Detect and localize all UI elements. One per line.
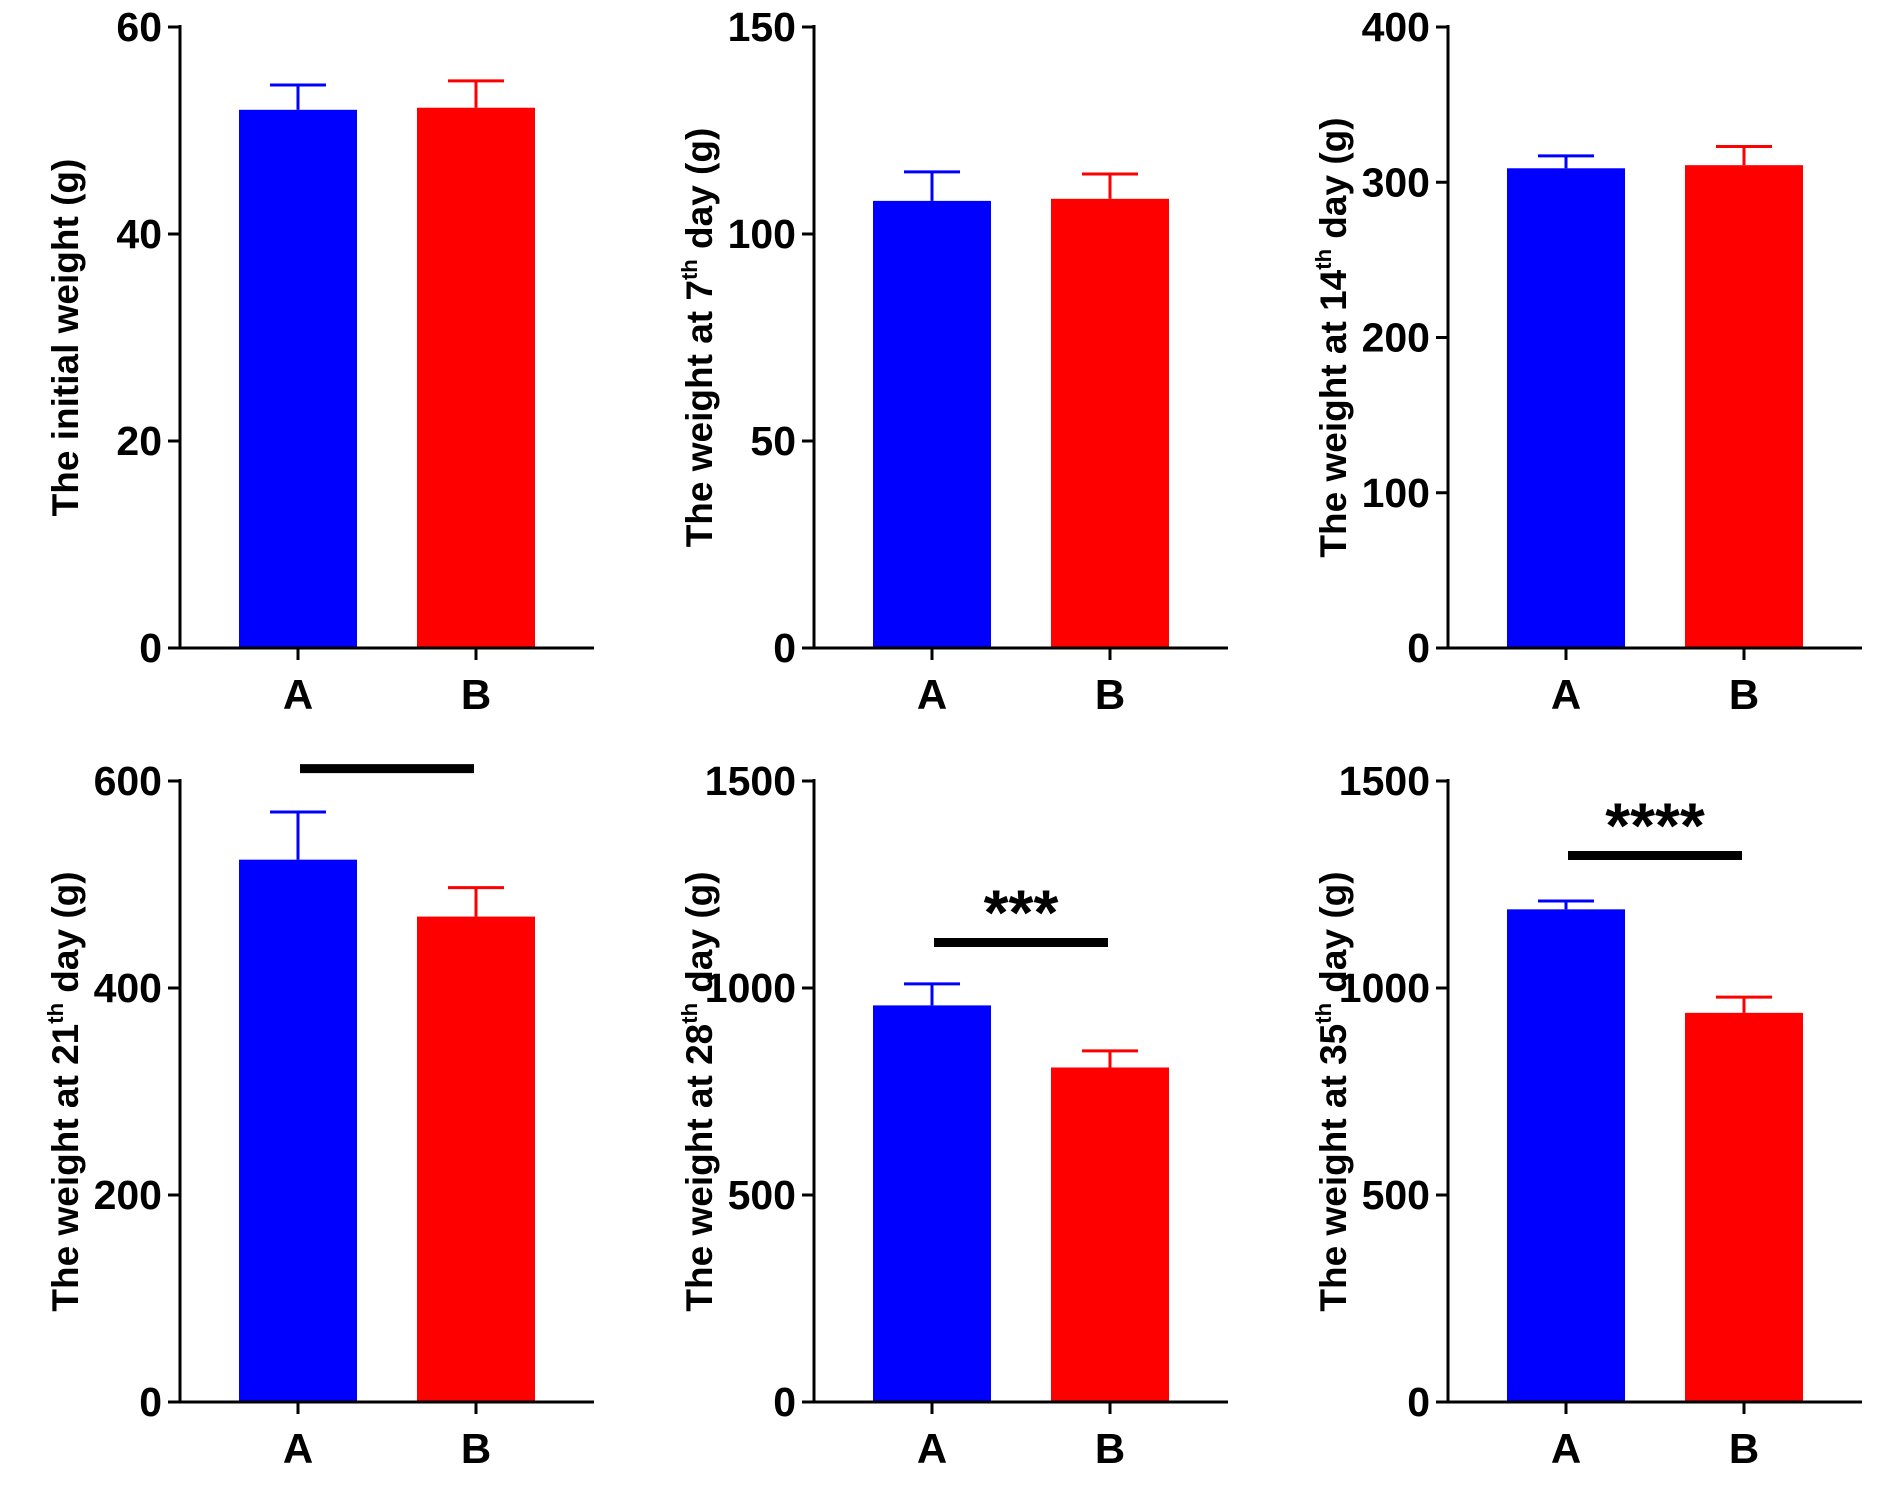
- chart-panel: 0 20 40 60 A B The initial weight (g): [0, 0, 634, 754]
- y-tick-label: 600: [94, 758, 162, 804]
- bar-B: [1685, 1012, 1803, 1402]
- chart-panel: 0 500 1000 1500 A B The weight at 35th day (g)…: [1268, 754, 1902, 1508]
- y-axis-title-rest: day (g): [1313, 117, 1354, 249]
- x-tick-label: A: [283, 671, 313, 718]
- y-tick-label: 60: [116, 4, 162, 50]
- y-tick-label: 400: [1362, 4, 1430, 50]
- y-axis-title-main: The initial weight (g): [45, 159, 86, 517]
- bar-A: [873, 1005, 991, 1402]
- bar-chart: 0 50 100 150 A B The weight at 7th day (g): [677, 4, 1228, 718]
- y-tick-label: 20: [116, 418, 162, 464]
- y-tick-label: 1500: [1339, 758, 1430, 804]
- chart-panel: 0 100 200 300 400 A B The weight at 14th day (g…: [1268, 0, 1902, 754]
- bar-B: [417, 107, 535, 649]
- y-tick-label: 500: [728, 1172, 796, 1218]
- y-axis-title: The weight at 14th day (g): [1311, 117, 1354, 557]
- significance-label: *: [375, 754, 400, 775]
- y-tick-label: 200: [94, 1172, 162, 1218]
- y-tick-label: 100: [728, 211, 796, 257]
- bar-chart: 0 200 400 600 A B The weight at 21th day (g) *: [43, 754, 594, 1472]
- y-axis-title-rest: day (g): [1313, 871, 1354, 1003]
- y-tick-label: 0: [139, 625, 162, 671]
- bar-A: [1507, 909, 1625, 1402]
- y-axis-title: The weight at 28th day (g): [677, 871, 720, 1311]
- x-tick-label: B: [1729, 1425, 1759, 1472]
- y-tick-label: 0: [773, 625, 796, 671]
- x-tick-label: A: [1551, 671, 1581, 718]
- x-tick-label: B: [461, 671, 491, 718]
- significance-label: ****: [1605, 790, 1705, 862]
- chart-panel: 0 200 400 600 A B The weight at 21th day (g) *: [0, 754, 634, 1508]
- x-tick-label: A: [283, 1425, 313, 1472]
- y-tick-label: 50: [750, 418, 796, 464]
- y-axis-title: The weight at 21th day (g): [43, 871, 86, 1311]
- x-tick-label: B: [1095, 1425, 1125, 1472]
- y-tick-label: 0: [773, 1379, 796, 1425]
- y-axis-title-sup: th: [1311, 1003, 1336, 1024]
- x-tick-label: B: [1095, 671, 1125, 718]
- bar-chart: 0 100 200 300 400 A B The weight at 14th day (g…: [1311, 4, 1862, 718]
- x-tick-label: A: [917, 671, 947, 718]
- bar-B: [1051, 198, 1169, 648]
- y-tick-label: 0: [139, 1379, 162, 1425]
- y-tick-label: 0: [1407, 1379, 1430, 1425]
- bar-B: [1051, 1067, 1169, 1402]
- chart-panel: 0 50 100 150 A B The weight at 7th day (g): [634, 0, 1268, 754]
- y-axis-title-sup: th: [1311, 249, 1336, 270]
- y-tick-label: 1000: [1339, 965, 1430, 1011]
- bar-chart: 0 500 1000 1500 A B The weight at 28th day (g)…: [677, 758, 1228, 1472]
- x-tick-label: A: [1551, 1425, 1581, 1472]
- y-axis-title-main: The weight at 7: [679, 280, 720, 547]
- y-axis-title-rest: day (g): [679, 128, 720, 260]
- y-axis-title-sup: th: [677, 1003, 702, 1024]
- y-axis-title-rest: day (g): [679, 871, 720, 1003]
- significance-label: ***: [984, 876, 1059, 948]
- y-tick-label: 1500: [705, 758, 796, 804]
- bar-A: [239, 859, 357, 1402]
- y-tick-label: 150: [728, 4, 796, 50]
- y-tick-label: 400: [94, 965, 162, 1011]
- x-tick-label: B: [461, 1425, 491, 1472]
- y-axis-title: The weight at 35th day (g): [1311, 871, 1354, 1311]
- y-axis-title-main: The weight at 35: [1313, 1024, 1354, 1312]
- x-tick-label: B: [1729, 671, 1759, 718]
- y-tick-label: 300: [1362, 159, 1430, 205]
- y-axis-title: The weight at 7th day (g): [677, 128, 720, 548]
- y-tick-label: 500: [1362, 1172, 1430, 1218]
- y-axis-title-main: The weight at 14: [1313, 269, 1354, 557]
- y-axis-title-rest: day (g): [45, 871, 86, 1003]
- y-tick-label: 40: [116, 211, 162, 257]
- y-axis-title-main: The weight at 28: [679, 1024, 720, 1312]
- y-tick-label: 100: [1362, 470, 1430, 516]
- chart-panel: 0 500 1000 1500 A B The weight at 28th day (g)…: [634, 754, 1268, 1508]
- y-axis-title-sup: th: [677, 259, 702, 280]
- bar-A: [873, 200, 991, 648]
- y-tick-label: 1000: [705, 965, 796, 1011]
- y-tick-label: 0: [1407, 625, 1430, 671]
- bar-A: [1507, 168, 1625, 648]
- y-axis-title-main: The weight at 21: [45, 1024, 86, 1312]
- y-tick-label: 200: [1362, 315, 1430, 361]
- x-tick-label: A: [917, 1425, 947, 1472]
- bar-A: [239, 109, 357, 649]
- bar-B: [1685, 165, 1803, 649]
- bar-chart: 0 20 40 60 A B The initial weight (g): [45, 4, 594, 718]
- bar-B: [417, 916, 535, 1402]
- y-axis-title-sup: th: [43, 1003, 68, 1024]
- bar-chart: 0 500 1000 1500 A B The weight at 35th day (g)…: [1311, 758, 1862, 1472]
- y-axis-title: The initial weight (g): [45, 159, 86, 517]
